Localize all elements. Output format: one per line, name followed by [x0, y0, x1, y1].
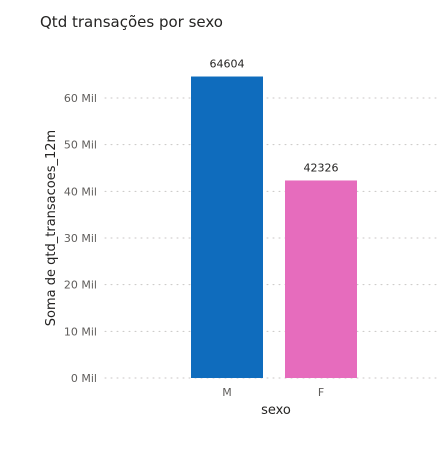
y-tick-label: 0 Mil: [71, 372, 97, 385]
y-axis-ticks: 0 Mil 10 Mil 20 Mil 30 Mil 40 Mil 50 Mil 60 Mi…: [64, 92, 97, 385]
x-tick-label: F: [318, 386, 324, 399]
y-tick-label: 60 Mil: [64, 92, 97, 105]
data-labels: 64604 42326: [210, 58, 339, 175]
y-tick-label: 40 Mil: [64, 185, 97, 198]
chart-title: Qtd transações por sexo: [40, 13, 223, 31]
y-tick-label: 50 Mil: [64, 139, 97, 152]
bar-f: [285, 180, 357, 378]
data-label-m: 64604: [210, 58, 245, 71]
y-tick-label: 20 Mil: [64, 279, 97, 292]
y-axis-title: Soma de qtd_transacoes_12m: [44, 130, 59, 326]
y-tick-label: 30 Mil: [64, 232, 97, 245]
gridlines: [104, 97, 439, 379]
data-label-f: 42326: [304, 161, 339, 174]
bars: [191, 76, 357, 379]
x-tick-label: M: [222, 386, 232, 399]
y-tick-label: 10 Mil: [64, 325, 97, 338]
x-axis-title: sexo: [261, 403, 291, 418]
bar-m: [191, 76, 263, 379]
